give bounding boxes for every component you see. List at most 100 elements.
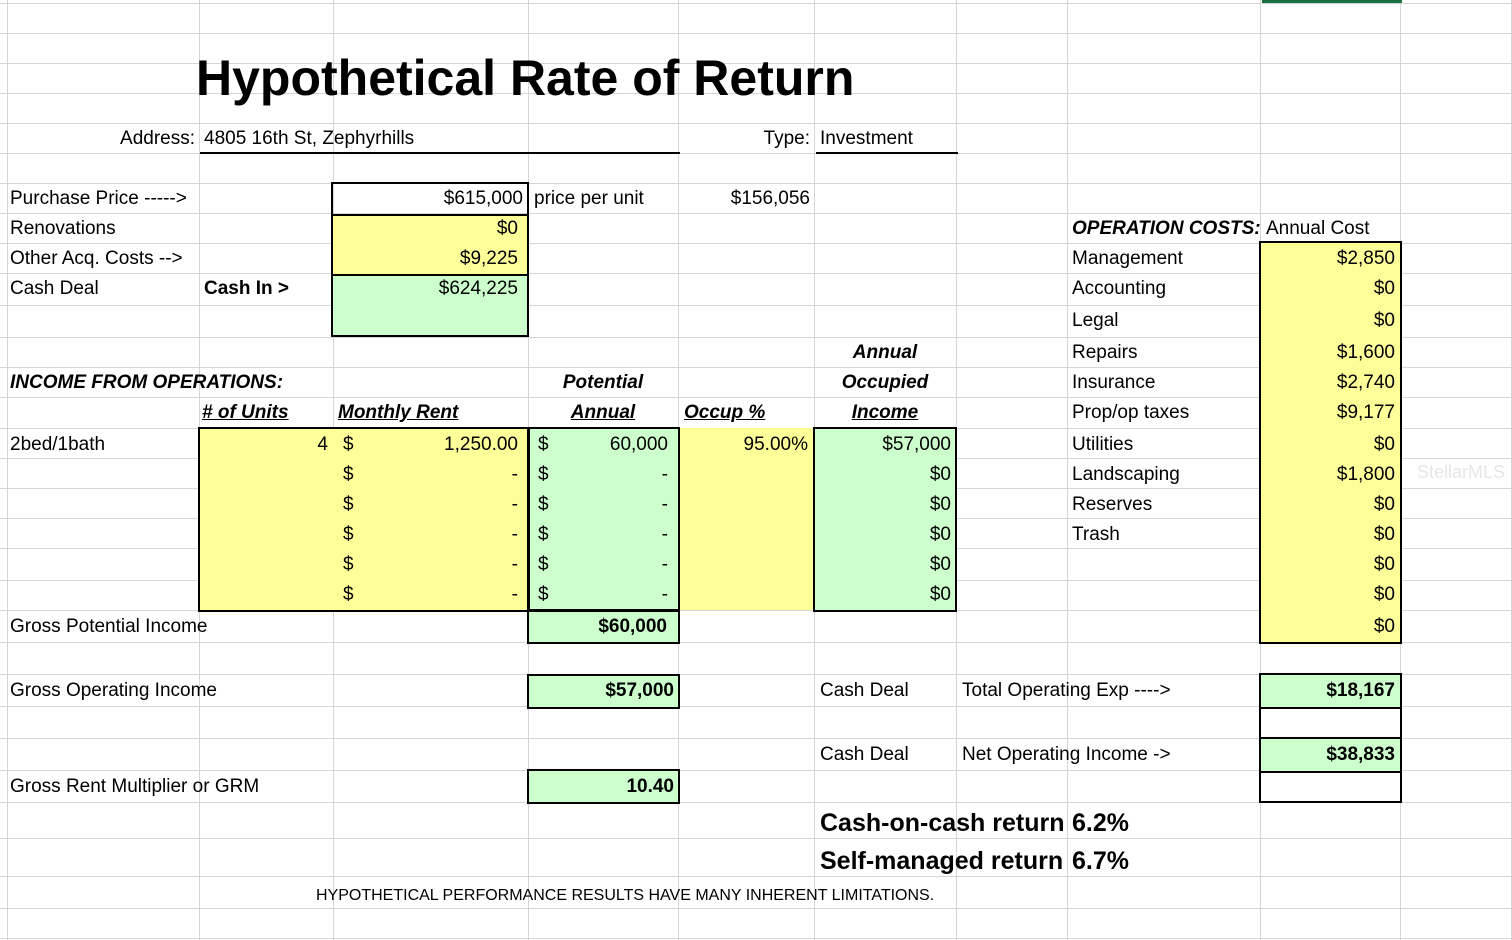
grm-value[interactable]: 10.40 bbox=[626, 776, 674, 797]
operation-cost-value[interactable]: $0 bbox=[1373, 494, 1395, 515]
other-acq-label: Other Acq. Costs --> bbox=[10, 248, 183, 269]
annual-header-1: Annual bbox=[852, 342, 918, 363]
income-row-occupied-income[interactable]: $57,000 bbox=[882, 434, 951, 455]
address-label: Address: bbox=[120, 128, 195, 149]
income-row-potential-currency: $ bbox=[538, 584, 549, 605]
grid-row-line bbox=[0, 63, 1512, 64]
noi-value[interactable]: $38,833 bbox=[1326, 744, 1395, 765]
operation-cost-value[interactable]: $1,600 bbox=[1336, 342, 1395, 363]
income-row-potential-currency: $ bbox=[538, 464, 549, 485]
operation-cost-name: Insurance bbox=[1072, 372, 1156, 393]
operation-cost-value[interactable]: $0 bbox=[1373, 584, 1395, 605]
operation-cost-value[interactable]: $0 bbox=[1373, 524, 1395, 545]
operation-cost-value[interactable]: $0 bbox=[1373, 278, 1395, 299]
operation-cost-value[interactable]: $0 bbox=[1373, 310, 1395, 331]
grid-row-line bbox=[0, 33, 1512, 34]
cash-on-cash-value[interactable]: 6.2% bbox=[1072, 809, 1129, 837]
units-rent-fill bbox=[199, 428, 528, 610]
income-row-rent[interactable]: - bbox=[511, 464, 518, 485]
self-managed-value[interactable]: 6.7% bbox=[1072, 847, 1129, 875]
income-row-rent[interactable]: - bbox=[511, 584, 518, 605]
occupied-income-fill bbox=[814, 428, 956, 610]
income-row-potential-currency: $ bbox=[538, 494, 549, 515]
income-row-potential[interactable]: - bbox=[661, 554, 668, 575]
noi-blank-box bbox=[1259, 771, 1402, 803]
grid-row-line bbox=[0, 273, 1512, 274]
operation-cost-name: Utilities bbox=[1072, 434, 1134, 455]
income-row-potential-currency: $ bbox=[538, 434, 549, 455]
operation-cost-value[interactable]: $0 bbox=[1373, 616, 1395, 637]
price-per-unit-value[interactable]: $156,056 bbox=[730, 188, 810, 209]
potential-header-2: Annual bbox=[570, 402, 636, 423]
occup-header: Occup % bbox=[684, 402, 766, 423]
cash-deal-label: Cash Deal bbox=[10, 278, 99, 299]
income-row-label: 2bed/1bath bbox=[10, 434, 106, 455]
potential-annual-fill bbox=[528, 428, 678, 610]
units-rent-box bbox=[198, 427, 530, 612]
grid-row-line bbox=[0, 738, 1512, 739]
income-row-potential[interactable]: - bbox=[661, 464, 668, 485]
gpi-box bbox=[527, 609, 680, 644]
income-row-rent[interactable]: - bbox=[511, 524, 518, 545]
income-row-occupied-income[interactable]: $0 bbox=[929, 494, 951, 515]
cash-in-box bbox=[331, 274, 529, 337]
grid-row-line bbox=[0, 183, 1512, 184]
income-row-occupied-income[interactable]: $0 bbox=[929, 584, 951, 605]
grid-row-line bbox=[0, 770, 1512, 771]
income-row-occupied-income[interactable]: $0 bbox=[929, 524, 951, 545]
cash-in-value[interactable]: $624,225 bbox=[438, 278, 518, 299]
gpi-value[interactable]: $60,000 bbox=[598, 616, 667, 637]
cash-on-cash-label: Cash-on-cash return bbox=[820, 809, 1065, 837]
operation-cost-value[interactable]: $1,800 bbox=[1336, 464, 1395, 485]
cash-deal-label-1: Cash Deal bbox=[820, 680, 909, 701]
renovations-value[interactable]: $0 bbox=[496, 218, 518, 239]
page-title: Hypothetical Rate of Return bbox=[196, 50, 855, 106]
operation-cost-name: Prop/op taxes bbox=[1072, 402, 1190, 423]
goi-cell-fill bbox=[528, 675, 678, 707]
purchase-price-value[interactable]: $615,000 bbox=[443, 188, 523, 209]
noi-cell-fill bbox=[1261, 739, 1400, 771]
grid-row-line bbox=[0, 153, 1512, 154]
disclaimer: HYPOTHETICAL PERFORMANCE RESULTS HAVE MA… bbox=[316, 887, 935, 904]
operation-cost-name: Trash bbox=[1072, 524, 1120, 545]
cash-in-cell-fill bbox=[333, 274, 528, 336]
type-underline bbox=[816, 152, 958, 154]
income-row-rent[interactable]: - bbox=[511, 494, 518, 515]
income-row-occupied-income[interactable]: $0 bbox=[929, 554, 951, 575]
operation-cost-value[interactable]: $0 bbox=[1373, 434, 1395, 455]
operation-cost-value[interactable]: $9,177 bbox=[1336, 402, 1395, 423]
price-per-unit-label: price per unit bbox=[534, 188, 644, 209]
income-row-occupied-income[interactable]: $0 bbox=[929, 464, 951, 485]
other-acq-value[interactable]: $9,225 bbox=[459, 248, 518, 269]
income-row-units[interactable]: 4 bbox=[317, 434, 328, 455]
gpi-label: Gross Potential Income bbox=[10, 616, 208, 637]
operation-cost-name: Landscaping bbox=[1072, 464, 1180, 485]
address-value[interactable]: 4805 16th St, Zephyrhills bbox=[204, 128, 415, 149]
potential-annual-box bbox=[527, 427, 680, 612]
grid-row-line bbox=[0, 908, 1512, 909]
income-row-rent[interactable]: - bbox=[511, 554, 518, 575]
goi-label: Gross Operating Income bbox=[10, 680, 217, 701]
income-row-potential[interactable]: 60,000 bbox=[609, 434, 668, 455]
total-opex-value[interactable]: $18,167 bbox=[1326, 680, 1395, 701]
income-row-potential[interactable]: - bbox=[661, 524, 668, 545]
noi-label: Net Operating Income -> bbox=[962, 744, 1171, 765]
grid-row-line bbox=[0, 213, 1512, 214]
income-row-potential[interactable]: - bbox=[661, 494, 668, 515]
grid-column-line bbox=[7, 0, 8, 940]
operation-cost-value[interactable]: $2,850 bbox=[1336, 248, 1395, 269]
income-row-potential[interactable]: - bbox=[661, 584, 668, 605]
income-row-occupancy[interactable]: 95.00% bbox=[743, 434, 808, 455]
operation-cost-value[interactable]: $2,740 bbox=[1336, 372, 1395, 393]
income-row-rent-currency: $ bbox=[343, 554, 354, 575]
address-underline bbox=[200, 152, 680, 154]
income-row-rent[interactable]: 1,250.00 bbox=[444, 434, 518, 455]
grid-row-line bbox=[0, 337, 1512, 338]
grid-row-line bbox=[0, 367, 1512, 368]
annual-cost-label: Annual Cost bbox=[1266, 218, 1370, 239]
income-row-rent-currency: $ bbox=[343, 464, 354, 485]
goi-value[interactable]: $57,000 bbox=[605, 680, 674, 701]
operation-cost-name: Accounting bbox=[1072, 278, 1167, 299]
operation-cost-value[interactable]: $0 bbox=[1373, 554, 1395, 575]
type-value[interactable]: Investment bbox=[820, 128, 913, 149]
